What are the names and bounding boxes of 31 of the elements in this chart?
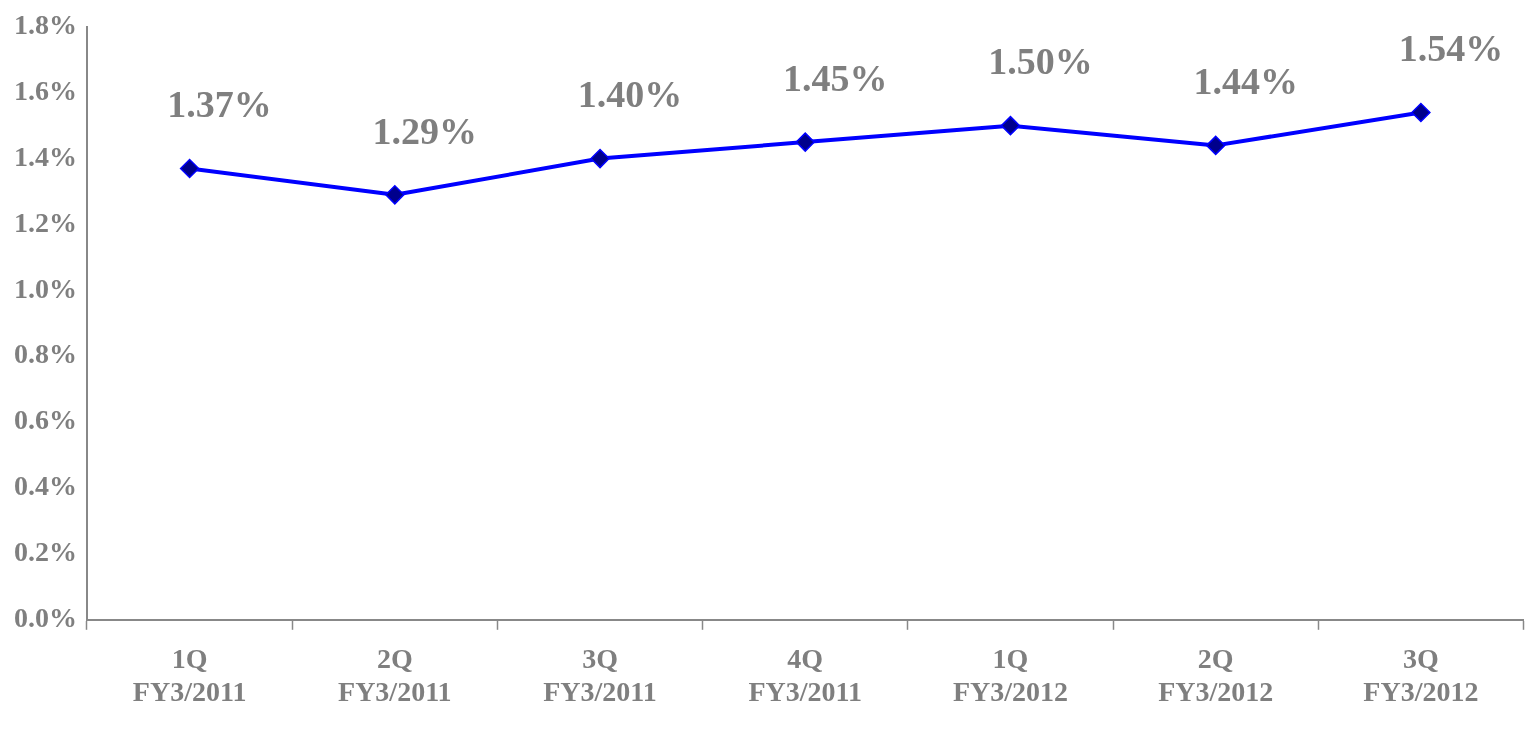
y-tick-label: 1.2% — [14, 206, 77, 238]
data-label: 1.45% — [783, 56, 888, 99]
y-tick-label: 1.8% — [14, 9, 77, 41]
x-tick-label: 2Q FY3/2011 — [338, 642, 452, 708]
data-label: 1.50% — [988, 40, 1093, 83]
point — [590, 148, 610, 169]
x-tick-label: 1Q FY3/2012 — [952, 642, 1069, 708]
x-tick-label: 2Q FY3/2012 — [1158, 642, 1274, 708]
point — [1205, 135, 1226, 156]
point — [385, 185, 405, 205]
data-label: 1.54% — [1398, 27, 1504, 70]
x-tick-label: 3Q FY3/2011 — [543, 642, 657, 708]
y-tick-label: 0.6% — [14, 404, 77, 436]
data-label: 1.40% — [577, 73, 683, 116]
y-tick-label: 1.0% — [14, 272, 77, 304]
point — [179, 158, 200, 179]
point — [1000, 115, 1021, 136]
y-tick-label: 1.6% — [14, 74, 77, 106]
point — [795, 132, 815, 152]
x-tick-label: 4Q FY3/2011 — [748, 642, 863, 708]
y-tick-label: 0.4% — [14, 470, 77, 502]
x-tick-label: 1Q FY3/2011 — [132, 642, 247, 708]
point — [1411, 102, 1431, 123]
x-tick-label: 3Q FY3/2012 — [1363, 642, 1479, 708]
y-tick-label: 0.8% — [14, 338, 77, 370]
data-label: 1.29% — [372, 109, 478, 152]
data-label: 1.44% — [1193, 60, 1298, 103]
y-tick-label: 1.4% — [14, 140, 77, 172]
y-tick-label: 0.0% — [14, 602, 77, 634]
data-label: 1.37% — [167, 83, 272, 126]
y-tick-label: 0.2% — [14, 536, 77, 568]
